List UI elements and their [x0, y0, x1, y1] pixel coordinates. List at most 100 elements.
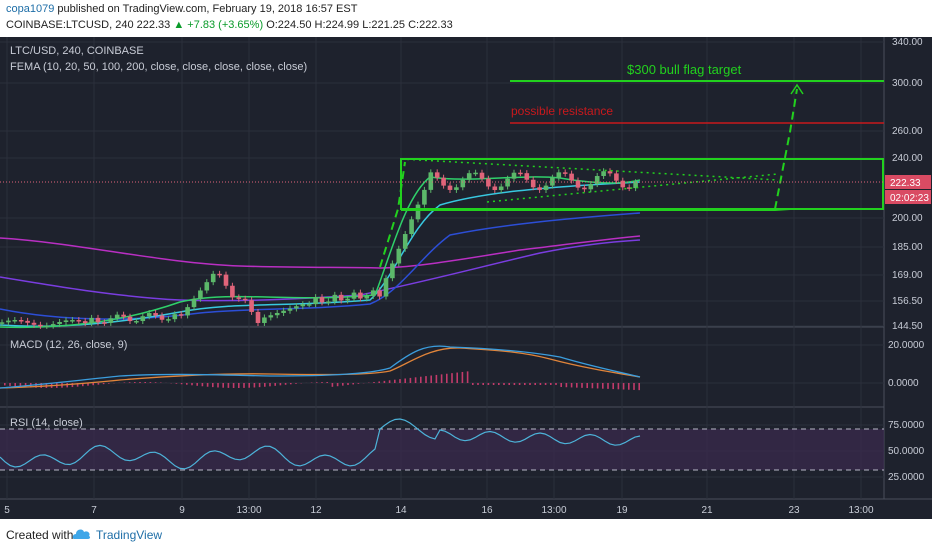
resistance-label: possible resistance — [511, 104, 613, 118]
rsi-tick: 75.0000 — [888, 420, 925, 431]
macd-bar — [201, 383, 204, 387]
macd-bar — [425, 376, 427, 383]
symbol-legend: LTC/USD, 240, COINBASE — [10, 45, 144, 57]
candle-body — [217, 273, 222, 276]
candle-body — [422, 189, 427, 205]
publish-line: copa1079 published on TradingView.com, F… — [6, 3, 357, 15]
candle-body — [396, 248, 402, 264]
candle-body — [12, 320, 18, 322]
macd-bar — [206, 383, 209, 387]
macd-bar — [347, 383, 349, 386]
macd-bar — [602, 383, 604, 389]
time-tick: 16 — [481, 505, 493, 516]
macd-bar — [399, 379, 401, 383]
macd-bar — [430, 375, 432, 383]
candle-body — [166, 319, 171, 321]
target-arrowhead — [790, 83, 804, 95]
candle-body — [249, 300, 254, 312]
candle-body — [281, 310, 286, 313]
macd-bar — [555, 383, 557, 385]
time-tick: 5 — [4, 505, 10, 516]
macd-bar — [108, 383, 110, 384]
macd-bar — [420, 376, 422, 383]
publish-info: published on TradingView.com, February 1… — [57, 3, 358, 15]
macd-bar — [414, 377, 417, 383]
time-axis-labels: 5 7 9 13:00 12 14 16 13:00 19 21 23 13:0… — [4, 505, 874, 516]
macd-line — [0, 345, 641, 389]
time-tick: 14 — [395, 505, 407, 516]
candle-body — [146, 313, 152, 317]
bull-target-label: $300 bull flag target — [627, 62, 742, 77]
macd-bar — [71, 383, 74, 388]
tradingview-brand-link[interactable]: TradingView — [96, 528, 163, 542]
macd-signal-line — [0, 347, 641, 389]
candle-body — [262, 317, 267, 323]
tradingview-logo-icon[interactable] — [72, 527, 92, 541]
ema-20-line — [0, 181, 641, 327]
macd-bar — [175, 383, 178, 384]
macd-bar — [217, 383, 219, 388]
macd-bar — [633, 383, 635, 390]
candle-body — [159, 315, 165, 320]
candle-body — [498, 186, 504, 190]
flag-bottom-line — [401, 208, 791, 211]
macd-bar — [524, 383, 526, 385]
candle-body — [530, 179, 536, 188]
candle-body — [511, 172, 517, 179]
candle-body — [575, 180, 581, 188]
chart-container[interactable]: $300 bull flag target possible resistanc… — [0, 37, 932, 519]
candle-body — [31, 322, 37, 325]
time-tick: 21 — [701, 505, 713, 516]
macd-bar — [612, 383, 614, 390]
macd-bar — [243, 383, 245, 388]
candle-body — [370, 290, 376, 296]
macd-bar — [503, 383, 505, 385]
macd-pane — [0, 328, 884, 407]
candle-body — [6, 320, 11, 323]
price-change: ▲ +7.83 (+3.65%) — [173, 19, 264, 31]
macd-bar — [186, 383, 188, 385]
macd-bar — [487, 383, 490, 385]
macd-bar — [336, 383, 339, 387]
rsi-tick: 25.0000 — [888, 472, 925, 483]
candle-body — [326, 301, 331, 303]
candle-body — [44, 325, 50, 328]
rsi-band — [0, 429, 884, 470]
candle-body — [255, 311, 261, 323]
rsi-tick: 50.0000 — [888, 446, 925, 457]
candle-body — [89, 317, 94, 324]
rsi-legend[interactable]: RSI (14, close) — [10, 417, 83, 429]
candle-body — [620, 180, 626, 188]
macd-bar — [253, 383, 256, 388]
candle-body — [447, 185, 453, 190]
macd-bar — [466, 371, 469, 383]
candle-body — [210, 273, 216, 283]
flag-dotted-bottom — [486, 173, 779, 203]
candle-body — [198, 290, 203, 299]
macd-bar — [472, 383, 474, 385]
macd-bar — [378, 381, 380, 383]
candle-body — [479, 172, 485, 179]
macd-bar — [9, 383, 11, 386]
price-chart-svg[interactable]: $300 bull flag target possible resistanc… — [0, 37, 932, 519]
fema-legend[interactable]: FEMA (10, 20, 50, 100, 200, close, close… — [10, 61, 307, 73]
price-tick: 185.00 — [892, 242, 923, 253]
macd-legend[interactable]: MACD (12, 26, close, 9) — [10, 339, 127, 351]
time-tick: 12 — [310, 505, 322, 516]
candle-body — [626, 187, 632, 189]
last-price: 222.33 — [136, 19, 171, 31]
price-tick: 260.00 — [892, 126, 923, 137]
macd-bar — [352, 383, 354, 385]
candle-body — [121, 314, 126, 317]
macd-bar — [290, 383, 292, 385]
macd-bar — [518, 383, 521, 385]
author-link[interactable]: copa1079 — [6, 3, 55, 15]
candle-body — [454, 187, 459, 190]
macd-bar — [326, 382, 328, 383]
price-axis-panel — [884, 37, 932, 519]
macd-bar — [316, 382, 318, 383]
macd-bar — [232, 383, 235, 388]
candle-body — [0, 322, 5, 324]
candle-body — [582, 187, 587, 190]
candle-body — [230, 285, 235, 298]
